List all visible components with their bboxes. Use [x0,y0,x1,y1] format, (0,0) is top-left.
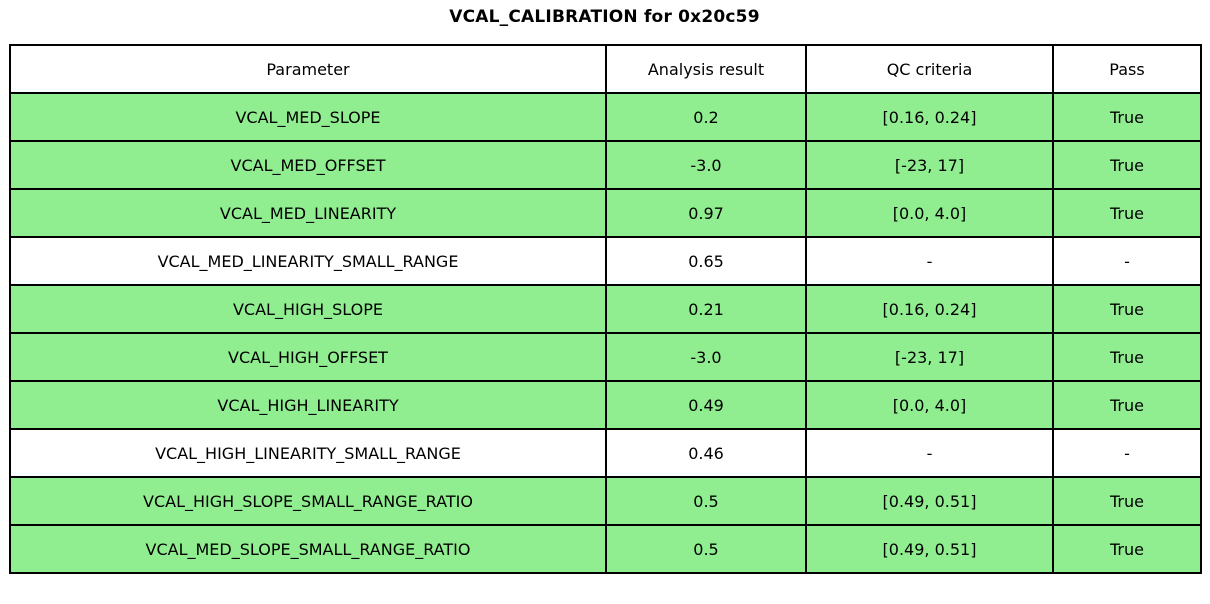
cell-parameter: VCAL_HIGH_LINEARITY_SMALL_RANGE [9,428,607,478]
cell-pass: True [1052,380,1202,430]
cell-criteria: - [805,428,1054,478]
cell-criteria: [0.16, 0.24] [805,284,1054,334]
cell-pass: True [1052,140,1202,190]
table-body: VCAL_MED_SLOPE 0.2 [0.16, 0.24] True VCAL_ME… [9,92,1202,574]
cell-parameter: VCAL_MED_OFFSET [9,140,607,190]
table-row: VCAL_HIGH_SLOPE_SMALL_RANGE_RATIO 0.5 [0.4… [9,476,1202,526]
col-header-pass: Pass [1052,44,1202,94]
table-row: VCAL_MED_SLOPE_SMALL_RANGE_RATIO 0.5 [0.49… [9,524,1202,574]
cell-pass: True [1052,188,1202,238]
cell-criteria: [0.49, 0.51] [805,476,1054,526]
cell-criteria: [-23, 17] [805,332,1054,382]
cell-result: -3.0 [605,140,807,190]
cell-pass: - [1052,428,1202,478]
cell-result: -3.0 [605,332,807,382]
cell-pass: True [1052,524,1202,574]
table-row: VCAL_HIGH_LINEARITY_SMALL_RANGE 0.46- - [9,428,1202,478]
cell-parameter: VCAL_HIGH_LINEARITY [9,380,607,430]
cell-parameter: VCAL_MED_LINEARITY_SMALL_RANGE [9,236,607,286]
table-row: VCAL_MED_LINEARITY_SMALL_RANGE 0.65- - [9,236,1202,286]
table-row: VCAL_HIGH_OFFSET -3.0 [-23, 17] True [9,332,1202,382]
cell-result: 0.46 [605,428,807,478]
cell-parameter: VCAL_MED_SLOPE [9,92,607,142]
cell-result: 0.5 [605,476,807,526]
cell-pass: True [1052,92,1202,142]
cell-criteria: [-23, 17] [805,140,1054,190]
cell-parameter: VCAL_HIGH_SLOPE_SMALL_RANGE_RATIO [9,476,607,526]
cell-result: 0.2 [605,92,807,142]
figure-title: VCAL_CALIBRATION for 0x20c59 [449,7,760,27]
cell-result: 0.49 [605,380,807,430]
table-row: VCAL_MED_LINEARITY 0.97 [0.0, 4.0] True [9,188,1202,238]
col-header-analysis-result: Analysis result [605,44,807,94]
cell-result: 0.5 [605,524,807,574]
cell-parameter: VCAL_MED_LINEARITY [9,188,607,238]
cell-parameter: VCAL_HIGH_OFFSET [9,332,607,382]
cell-pass: True [1052,332,1202,382]
qc-table: Parameter Analysis result QC criteria Pa… [9,44,1202,574]
cell-criteria: [0.16, 0.24] [805,92,1054,142]
table-row: VCAL_HIGH_SLOPE 0.21 [0.16, 0.24] True [9,284,1202,334]
cell-criteria: [0.0, 4.0] [805,188,1054,238]
cell-pass: True [1052,284,1202,334]
table-row: VCAL_MED_OFFSET -3.0 [-23, 17] True [9,140,1202,190]
table-row: VCAL_HIGH_LINEARITY 0.49 [0.0, 4.0] True [9,380,1202,430]
cell-pass: - [1052,236,1202,286]
cell-criteria: [0.49, 0.51] [805,524,1054,574]
table-row: VCAL_MED_SLOPE 0.2 [0.16, 0.24] True [9,92,1202,142]
col-header-parameter: Parameter [9,44,607,94]
cell-result: 0.97 [605,188,807,238]
col-header-qc-criteria: QC criteria [805,44,1054,94]
cell-parameter: VCAL_HIGH_SLOPE [9,284,607,334]
cell-parameter: VCAL_MED_SLOPE_SMALL_RANGE_RATIO [9,524,607,574]
cell-criteria: - [805,236,1054,286]
cell-result: 0.65 [605,236,807,286]
header-row: Parameter Analysis result QC criteria Pa… [9,44,1202,94]
cell-pass: True [1052,476,1202,526]
cell-result: 0.21 [605,284,807,334]
cell-criteria: [0.0, 4.0] [805,380,1054,430]
